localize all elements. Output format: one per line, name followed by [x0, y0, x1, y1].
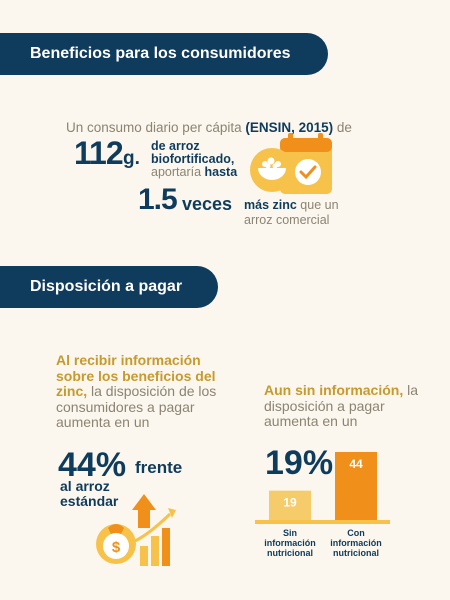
rice-description: de arroz biofortificado, aportaría hasta: [151, 140, 261, 179]
bar-sin-info: [269, 490, 311, 520]
bar-value-label: 44: [349, 457, 363, 471]
section-banner-willingness: Disposición a pagar: [0, 266, 218, 308]
left-percentage: 44%: [58, 446, 127, 484]
category-label: nutricional: [267, 548, 313, 558]
frente-label: frente: [135, 458, 183, 477]
banner-title: Beneficios para los consumidores: [30, 45, 291, 62]
right-statement: Aun sin información, la disposición a pa…: [264, 382, 424, 430]
zinc-rest: que un arroz comercial: [244, 198, 339, 227]
left-bold: Al recibir información sobre los benefic…: [56, 352, 216, 399]
intro-post: de: [333, 120, 352, 135]
zinc-comparison: más zinc que un arroz comercial: [244, 198, 364, 228]
right-rest: la disposición a pagar aumenta en un: [264, 382, 419, 429]
bar-value-label: 19: [283, 496, 297, 510]
rice-line-2: biofortificado,: [151, 152, 235, 166]
times-word: veces: [182, 194, 233, 214]
banner-title: Disposición a pagar: [30, 278, 183, 295]
right-bold: Aun sin información,: [264, 382, 404, 398]
category-label: Sin: [283, 528, 297, 538]
amount-unit: g.: [123, 148, 140, 169]
willingness-bar-chart: 19Sininformaciónnutricional44Coninformac…: [255, 452, 390, 558]
section-banner-benefits: Beneficios para los consumidores: [0, 33, 328, 75]
intro-pre: Un consumo diario per cápita: [66, 120, 246, 135]
category-label: nutricional: [333, 548, 379, 558]
rice-bowl-calendar-icon: [250, 133, 332, 194]
svg-text:$: $: [112, 539, 121, 556]
chart-baseline: [255, 520, 390, 524]
rice-line-3-light: aportaría: [151, 165, 205, 179]
money-growth-icon: $: [96, 494, 176, 566]
times-number: 1.5: [138, 183, 178, 216]
category-label: Con: [347, 528, 365, 538]
category-label: información: [264, 538, 316, 548]
left-statement: Al recibir información sobre los benefic…: [56, 352, 236, 431]
intro-text: Un consumo diario per cápita (ENSIN, 201…: [66, 120, 352, 135]
rice-line-3-bold: hasta: [204, 165, 238, 179]
vs-standard-rice: al arroz estándar: [60, 478, 119, 509]
bar-con-info: [335, 452, 377, 520]
intro-source: (ENSIN, 2015): [245, 120, 334, 135]
left-rest: la disposición de los consumidores a pag…: [56, 383, 217, 430]
amount-number: 112: [74, 135, 124, 171]
rice-line-1: de arroz: [151, 139, 200, 153]
category-label: información: [330, 538, 382, 548]
right-percentage: 19%: [265, 444, 334, 482]
zinc-bold: más zinc: [244, 198, 297, 212]
